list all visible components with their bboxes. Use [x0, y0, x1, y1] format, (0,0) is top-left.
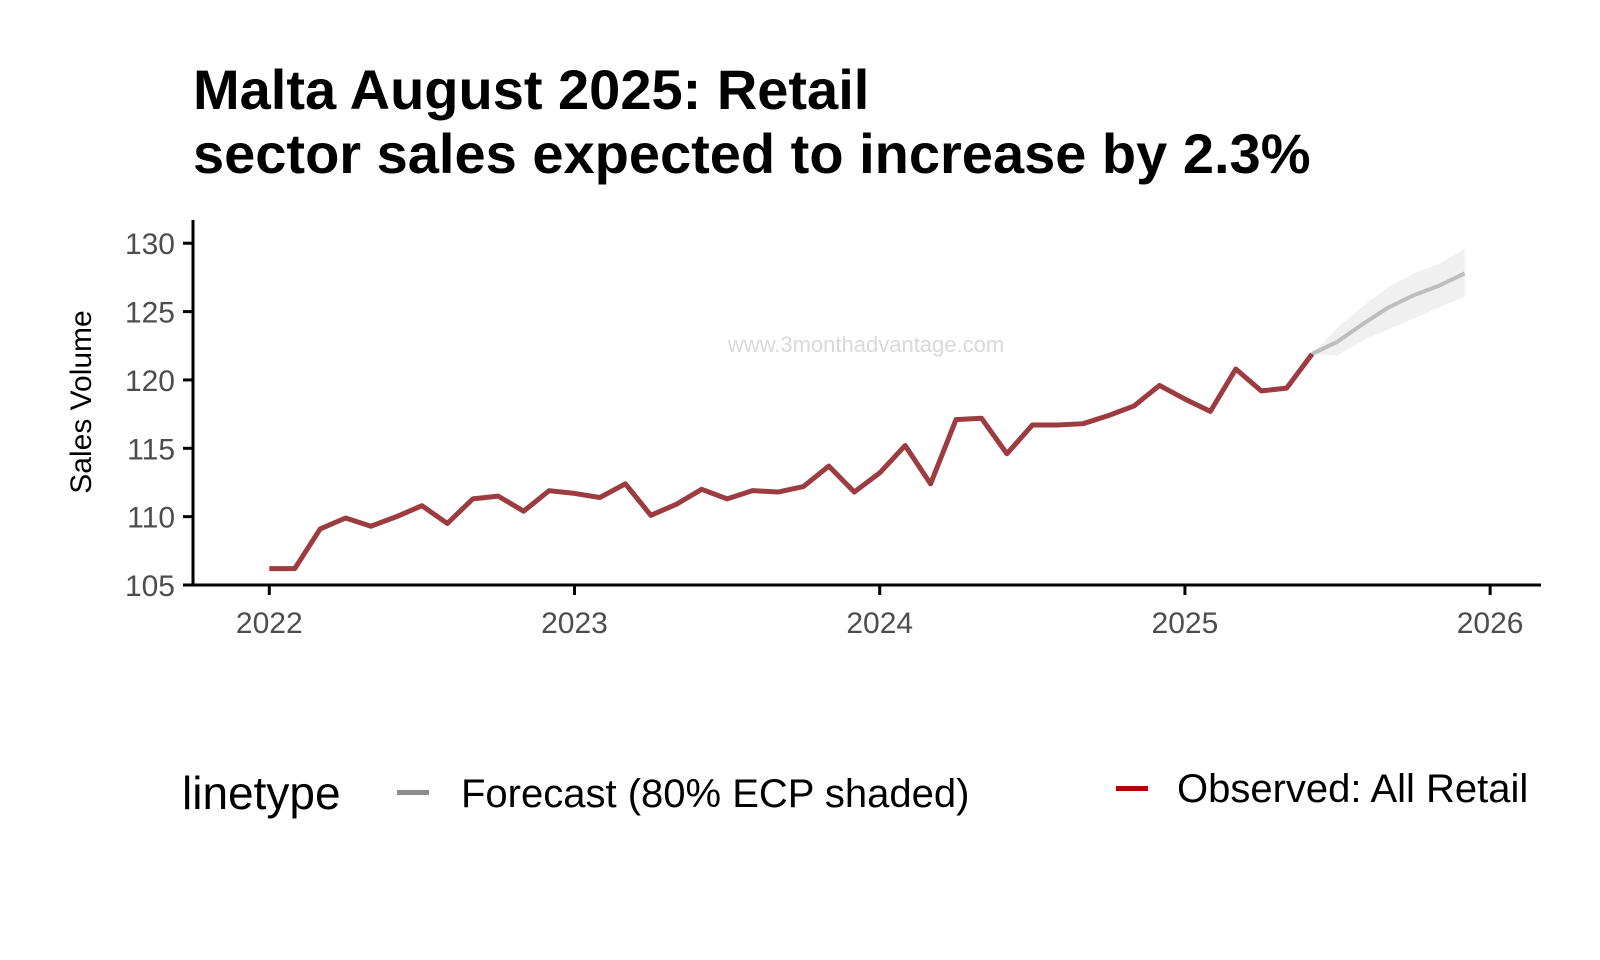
y-tick-label: 125: [125, 297, 175, 330]
x-axis-ticks: 2022 2023 2024 2025 2026: [236, 585, 1524, 640]
observed-line: [269, 352, 1315, 572]
legend-label-forecast: Forecast (80% ECP shaded): [461, 772, 970, 816]
legend-key-forecast: [397, 790, 429, 795]
legend-label-observed: Observed: All Retail: [1177, 767, 1529, 811]
forecast-band-layer: [1312, 248, 1465, 356]
x-tick-label: 2022: [236, 607, 303, 640]
x-tick-label: 2024: [846, 607, 913, 640]
forecast-line: [1311, 271, 1466, 356]
y-tick-label: 110: [127, 502, 175, 535]
forecast-band: [1312, 248, 1465, 356]
chart-title-line-2: sector sales expected to increase by 2.3…: [193, 122, 1311, 185]
x-tick-label: 2025: [1152, 607, 1219, 640]
y-tick-label: 115: [127, 433, 175, 466]
y-tick-label: 130: [125, 228, 175, 261]
y-tick-label: 105: [125, 570, 175, 603]
y-axis-title: Sales Volume: [65, 310, 98, 493]
chart-title: Malta August 2025: Retail sector sales e…: [193, 58, 1493, 186]
legend: linetype Forecast (80% ECP shaded) Obser…: [0, 760, 1600, 820]
x-tick-label: 2026: [1457, 607, 1524, 640]
x-tick-label: 2023: [541, 607, 608, 640]
legend-title: linetype: [182, 767, 341, 819]
y-axis-ticks: 105 110 115 120 125 130: [125, 228, 193, 603]
watermark: www.3monthadvantage.com: [727, 332, 1004, 357]
chart-title-line-1: Malta August 2025: Retail: [193, 58, 870, 121]
y-tick-label: 120: [125, 365, 175, 398]
series-lines-layer: [269, 271, 1466, 572]
legend-key-observed: [1116, 786, 1148, 791]
